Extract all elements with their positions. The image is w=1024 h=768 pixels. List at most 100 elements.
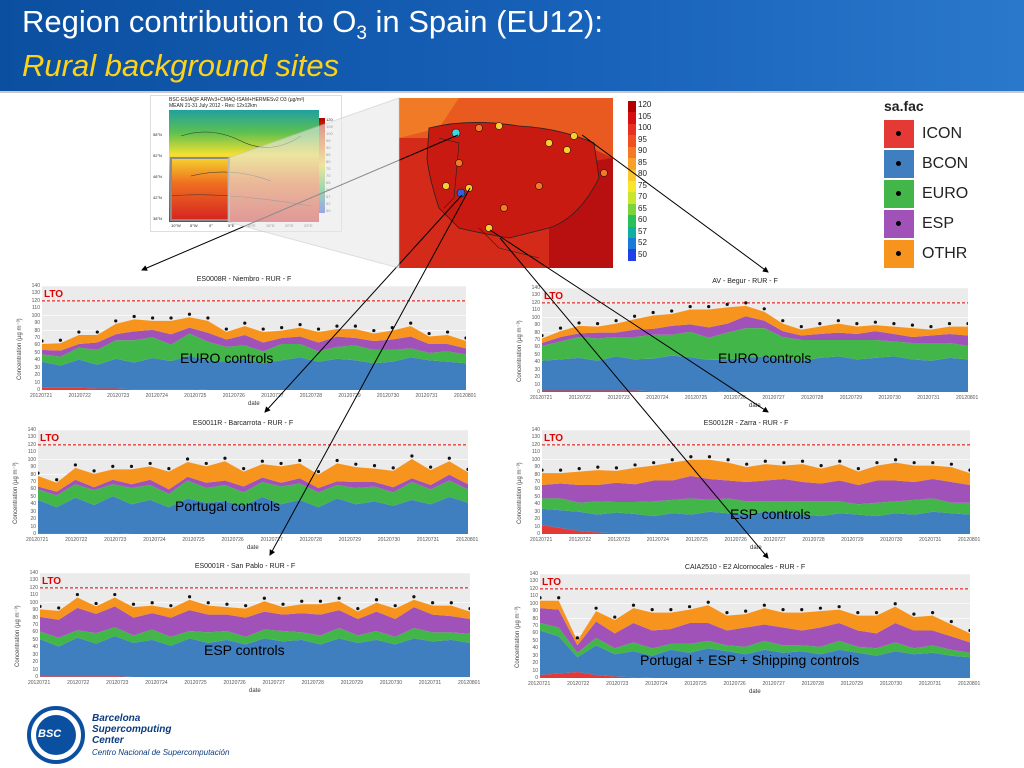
observation-point bbox=[449, 601, 453, 605]
lto-label: LTO bbox=[544, 290, 564, 302]
x-tick-label: 20120725 bbox=[684, 681, 707, 687]
map-lat-tick: 38°N bbox=[153, 216, 162, 221]
observation-point bbox=[206, 601, 210, 605]
y-tick-label: 80 bbox=[34, 327, 40, 334]
observation-point bbox=[337, 596, 341, 600]
y-tick-label: 120 bbox=[29, 584, 38, 591]
observation-point bbox=[744, 301, 748, 305]
colorbar-tick: 65 bbox=[638, 203, 647, 213]
x-tick-label: 20120721 bbox=[530, 395, 553, 401]
observation-point bbox=[148, 461, 152, 466]
y-tick-label: 120 bbox=[531, 299, 540, 306]
plot-area bbox=[540, 574, 970, 678]
observation-point bbox=[374, 598, 379, 602]
legend-item-icon: ICON bbox=[884, 120, 980, 148]
x-tick-label: 20120729 bbox=[839, 395, 863, 401]
observation-point bbox=[947, 322, 952, 326]
y-tick-label: 120 bbox=[529, 585, 538, 592]
y-tick-label: 20 bbox=[534, 516, 540, 523]
observation-point bbox=[372, 464, 377, 468]
observation-point bbox=[466, 467, 468, 471]
colorbar-step bbox=[628, 146, 636, 159]
x-tick-label: 20120725 bbox=[685, 537, 708, 543]
y-tick-label: 10 bbox=[534, 523, 540, 530]
lto-label: LTO bbox=[42, 575, 62, 587]
x-tick-label: 20120729 bbox=[338, 393, 361, 399]
bsc-logo: BSC Barcelona Supercomputing Center Centro… bbox=[26, 705, 266, 765]
observation-point bbox=[169, 604, 173, 608]
y-tick-label: 60 bbox=[32, 629, 38, 636]
observation-point bbox=[223, 456, 227, 460]
x-tick-label: 20120730 bbox=[879, 681, 903, 687]
x-tick-label: 20120721 bbox=[528, 681, 551, 687]
y-tick-label: 120 bbox=[31, 297, 40, 304]
observation-point bbox=[225, 602, 229, 606]
x-tick-label: 20120725 bbox=[184, 393, 207, 399]
y-tick-label: 50 bbox=[532, 637, 538, 644]
x-tick-label: 20120726 bbox=[222, 393, 245, 399]
x-tick-label: 20120801 bbox=[458, 680, 481, 686]
observation-point bbox=[652, 461, 656, 465]
observation-point bbox=[892, 322, 896, 326]
bsc-subtitle: Centro Nacional de Supercomputación bbox=[92, 748, 230, 757]
y-tick-label: 120 bbox=[531, 441, 540, 448]
y-tick-label: 60 bbox=[34, 342, 40, 349]
observation-point bbox=[559, 468, 563, 472]
observation-point bbox=[298, 458, 302, 463]
observation-point bbox=[577, 467, 581, 471]
colorbar-tick: 90 bbox=[638, 146, 647, 155]
x-tick-label: 20120728 bbox=[801, 681, 824, 687]
colorbar-step bbox=[628, 192, 636, 204]
observation-point bbox=[316, 470, 321, 474]
y-tick-label: 60 bbox=[532, 630, 538, 637]
observation-point bbox=[669, 608, 673, 612]
observation-point bbox=[542, 333, 544, 338]
observation-point bbox=[836, 319, 840, 323]
observation-point bbox=[206, 316, 210, 320]
observation-point bbox=[725, 302, 729, 306]
x-tick-label: 20120724 bbox=[646, 537, 669, 543]
legend-title: sa.fac bbox=[884, 98, 924, 114]
observation-point bbox=[837, 605, 841, 609]
x-tick-label: 20120725 bbox=[182, 537, 205, 543]
y-tick-label: 10 bbox=[32, 666, 38, 673]
x-tick-label: 20120722 bbox=[567, 681, 590, 687]
y-tick-label: 100 bbox=[29, 599, 38, 606]
o3-colorbar: 120 105 100 95 90 85 80 75 70 65 60 57 52 50 bbox=[626, 100, 660, 269]
observation-point bbox=[445, 330, 450, 334]
observation-point bbox=[633, 314, 637, 318]
area-series-othr bbox=[42, 317, 466, 351]
area-chart-svg bbox=[38, 430, 468, 534]
observation-point bbox=[856, 611, 860, 615]
colorbar-step bbox=[628, 249, 636, 261]
lto-label: LTO bbox=[40, 432, 60, 444]
y-tick-label: 50 bbox=[32, 636, 38, 643]
x-tick-label: 20120728 bbox=[301, 680, 324, 686]
observation-point bbox=[244, 604, 248, 608]
observation-point bbox=[132, 314, 136, 319]
x-tick-label: 20120728 bbox=[801, 395, 824, 401]
y-tick-label: 110 bbox=[532, 307, 540, 314]
x-tick-label: 20120726 bbox=[723, 395, 746, 401]
colorbar-step bbox=[628, 123, 636, 136]
x-tick-label: 20120801 bbox=[958, 681, 981, 687]
chart-panel-5: ES0001R - San Pablo - RUR - F LTO 140 130 12… bbox=[12, 563, 481, 703]
observation-point bbox=[262, 596, 266, 600]
map-lon-tick: 5°E bbox=[228, 223, 235, 228]
legend-item-othr: OTHR bbox=[884, 240, 980, 268]
x-tick-label: 20120728 bbox=[299, 537, 322, 543]
x-tick-label: 20120730 bbox=[376, 393, 400, 399]
observation-point bbox=[949, 462, 953, 466]
observation-point bbox=[77, 330, 81, 334]
observation-point bbox=[393, 604, 397, 608]
y-tick-label: 40 bbox=[34, 357, 40, 364]
area-series-esp bbox=[40, 606, 470, 638]
y-tick-label: 50 bbox=[34, 349, 40, 356]
y-tick-label: 110 bbox=[532, 449, 540, 456]
y-tick-label: 60 bbox=[534, 344, 540, 351]
observation-point bbox=[131, 602, 136, 606]
observation-point bbox=[614, 319, 618, 323]
area-series-icon bbox=[38, 533, 468, 534]
y-tick-label: 50 bbox=[30, 493, 36, 500]
observation-point bbox=[577, 321, 581, 325]
